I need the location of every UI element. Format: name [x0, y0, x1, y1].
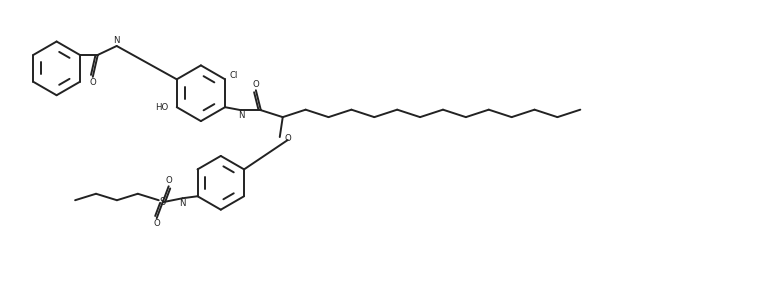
Text: O: O: [166, 176, 172, 185]
Text: O: O: [253, 80, 259, 89]
Text: Cl: Cl: [229, 71, 238, 80]
Text: HO: HO: [156, 103, 169, 112]
Text: N: N: [179, 199, 186, 208]
Text: O: O: [89, 78, 96, 87]
Text: N: N: [238, 111, 244, 120]
Text: O: O: [284, 134, 291, 143]
Text: O: O: [153, 219, 160, 228]
Text: N: N: [113, 36, 120, 45]
Text: S: S: [159, 197, 166, 207]
